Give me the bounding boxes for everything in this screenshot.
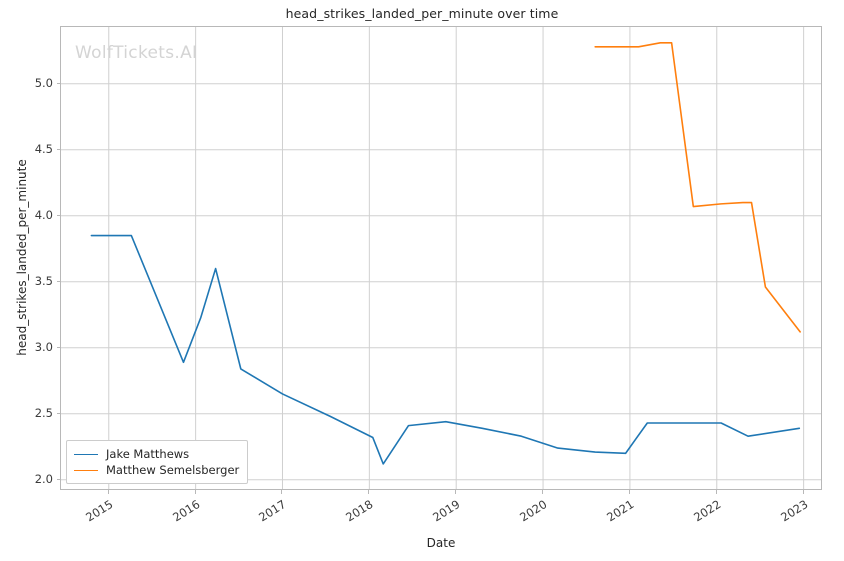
x-tick-mark — [281, 490, 283, 494]
series-line-2 — [594, 42, 801, 333]
x-tick-mark — [715, 490, 717, 494]
legend-label: Matthew Semelsberger — [106, 463, 240, 477]
x-tick-mark — [194, 490, 196, 494]
legend: Jake Matthews Matthew Semelsberger — [66, 440, 249, 484]
legend-color-swatch — [74, 453, 98, 455]
x-tick-mark — [107, 490, 109, 494]
y-tick-mark — [56, 346, 60, 348]
y-tick-label: 3.5 — [34, 273, 53, 288]
x-tick-mark — [628, 490, 630, 494]
legend-item-2[interactable]: Matthew Semelsberger — [74, 462, 239, 478]
series-line-1 — [90, 234, 801, 465]
x-tick-mark — [368, 490, 370, 494]
x-tick-label: 2021 — [604, 497, 637, 525]
x-tick-label: 2023 — [777, 497, 811, 525]
x-tick-label: 2016 — [169, 497, 203, 525]
gridlines — [61, 27, 821, 489]
page-title: head_strikes_landed_per_minute over time — [285, 6, 559, 21]
y-tick-mark — [56, 148, 60, 150]
data-lines — [90, 42, 801, 465]
x-tick-label: 2017 — [256, 497, 289, 525]
y-tick-label: 5.0 — [34, 75, 53, 90]
x-axis-label: Date — [426, 536, 456, 550]
plot-area: WolfTickets.AI — [60, 26, 822, 490]
y-tick-label: 4.0 — [34, 207, 53, 222]
y-tick-mark — [56, 412, 60, 414]
x-tick-label: 2020 — [517, 497, 550, 525]
y-tick-label: 2.5 — [34, 405, 53, 420]
plot-canvas — [61, 27, 821, 489]
y-tick-mark — [56, 478, 60, 480]
x-tick-mark — [542, 490, 544, 494]
x-tick-mark — [802, 490, 804, 494]
x-tick-label: 2018 — [343, 497, 376, 525]
x-tick-label: 2015 — [82, 497, 116, 525]
x-tick-label: 2022 — [690, 497, 724, 525]
y-axis-label: head_strikes_landed_per_minute — [15, 159, 29, 356]
legend-item-1[interactable]: Jake Matthews — [74, 446, 239, 462]
y-tick-mark — [56, 82, 60, 84]
y-tick-mark — [56, 214, 60, 216]
y-tick-label: 3.0 — [34, 339, 53, 354]
y-tick-mark — [56, 280, 60, 282]
x-tick-mark — [455, 490, 457, 494]
legend-label: Jake Matthews — [106, 447, 190, 461]
y-tick-label: 2.0 — [34, 471, 53, 486]
legend-color-swatch — [74, 469, 98, 471]
x-tick-label: 2019 — [430, 497, 463, 525]
y-tick-label: 4.5 — [34, 141, 53, 156]
